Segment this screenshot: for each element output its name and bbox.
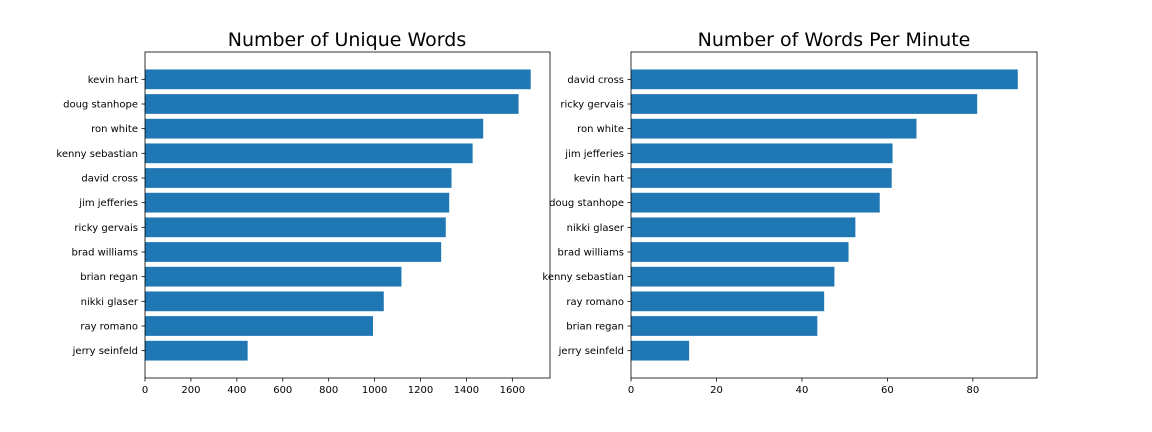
x-tick-label: 400 (227, 385, 246, 396)
bar (631, 316, 818, 336)
y-tick-label: david cross (81, 174, 138, 185)
axes-frame (144, 51, 551, 379)
bar (145, 168, 452, 188)
bar (145, 118, 484, 139)
y-tick-label: jerry seinfeld (558, 346, 624, 357)
x-tick-label: 200 (181, 385, 200, 396)
y-tick-label: nikki glaser (567, 223, 625, 234)
y-tick-label: ricky gervais (74, 223, 138, 234)
chart-title: Number of Words Per Minute (698, 29, 971, 51)
bar (145, 242, 442, 262)
x-tick-label: 1600 (500, 385, 525, 396)
y-tick-label: kenny sebastian (56, 149, 138, 160)
bar (631, 168, 892, 188)
bar (145, 217, 446, 238)
x-tick-label: 0 (142, 385, 148, 396)
chart-title: Number of Unique Words (228, 29, 467, 51)
bar (631, 217, 856, 238)
bars (145, 69, 531, 361)
x-tick-label: 40 (796, 385, 809, 396)
bar (631, 143, 893, 164)
y-tick-label: jim jefferies (78, 198, 138, 209)
y-tick-label: brad williams (72, 248, 138, 259)
y-tick-label: jim jefferies (564, 149, 624, 160)
bar (631, 242, 849, 262)
y-tick-label: kenny sebastian (542, 272, 624, 283)
y-tick-label: kevin hart (574, 174, 624, 185)
bar (631, 94, 978, 114)
bars (631, 69, 1018, 361)
chart-words-per-minute: Number of Words Per Minute david cross ri… (542, 29, 1038, 396)
x-ticks: 0 200 400 600 800 1000 1200 1400 1600 (142, 378, 525, 396)
x-tick-label: 1200 (408, 385, 433, 396)
bar (145, 192, 450, 213)
bar (631, 291, 825, 312)
bar (145, 340, 248, 361)
y-tick-label: kevin hart (88, 75, 138, 86)
y-tick-label: ray romano (566, 297, 624, 308)
x-tick-label: 60 (881, 385, 894, 396)
bar (145, 266, 402, 287)
x-ticks: 0 20 40 60 80 (628, 378, 979, 396)
y-tick-label: brian regan (566, 322, 624, 333)
x-tick-label: 1000 (362, 385, 387, 396)
y-tick-label: ron white (91, 124, 138, 135)
y-tick-label: brian regan (80, 272, 138, 283)
bar (631, 192, 880, 213)
y-tick-label: nikki glaser (81, 297, 139, 308)
x-tick-label: 20 (710, 385, 723, 396)
x-tick-label: 0 (628, 385, 634, 396)
bar (145, 94, 519, 114)
chart-unique-words: Number of Unique Words kevin hart doug st… (56, 29, 551, 396)
x-tick-label: 800 (319, 385, 338, 396)
y-tick-label: doug stanhope (549, 198, 624, 209)
bar (145, 291, 384, 312)
bar (145, 69, 531, 90)
bar (631, 266, 835, 287)
y-tick-label: ray romano (80, 322, 138, 333)
x-tick-label: 600 (273, 385, 292, 396)
y-tick-label: ron white (577, 124, 624, 135)
y-tick-label: ricky gervais (560, 100, 624, 111)
y-ticks: kevin hart doug stanhope ron white kenny se… (56, 75, 145, 357)
axes-frame (630, 51, 1038, 379)
y-tick-label: brad williams (558, 248, 624, 259)
bar (145, 143, 473, 164)
y-tick-label: jerry seinfeld (72, 346, 138, 357)
x-tick-label: 80 (967, 385, 980, 396)
y-tick-label: david cross (567, 75, 624, 86)
bar (145, 316, 373, 336)
y-tick-label: doug stanhope (63, 100, 138, 111)
bar (631, 118, 917, 139)
bar (631, 69, 1018, 90)
x-tick-label: 1400 (454, 385, 479, 396)
y-ticks: david cross ricky gervais ron white jim jef… (542, 75, 631, 357)
bar (631, 340, 690, 361)
